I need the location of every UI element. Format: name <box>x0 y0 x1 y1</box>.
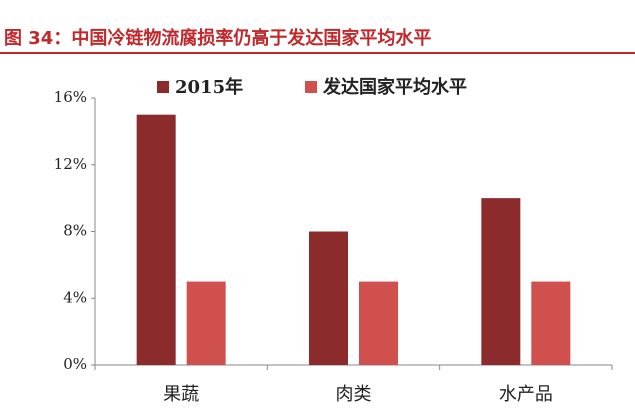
bar <box>359 281 398 365</box>
bar <box>136 114 176 365</box>
x-tick-label: 水产品 <box>499 384 553 405</box>
x-tick-label: 肉类 <box>336 384 372 405</box>
y-tick-label: 8% <box>63 222 87 240</box>
chart-title: 图 34：中国冷链物流腐损率仍高于发达国家平均水平 <box>4 27 431 49</box>
bar <box>309 231 348 365</box>
legend-label: 2015年 <box>175 76 243 98</box>
y-tick-label: 4% <box>63 288 87 306</box>
legend-swatch <box>157 81 169 93</box>
y-tick-label: 16% <box>54 88 87 106</box>
legend-label: 发达国家平均水平 <box>322 76 467 98</box>
bar <box>531 281 571 365</box>
bar <box>481 198 521 365</box>
legend-swatch <box>305 81 317 93</box>
bar <box>186 281 226 365</box>
y-tick-label: 12% <box>54 155 87 173</box>
x-tick-label: 果蔬 <box>163 384 199 405</box>
y-tick-label: 0% <box>63 355 87 373</box>
